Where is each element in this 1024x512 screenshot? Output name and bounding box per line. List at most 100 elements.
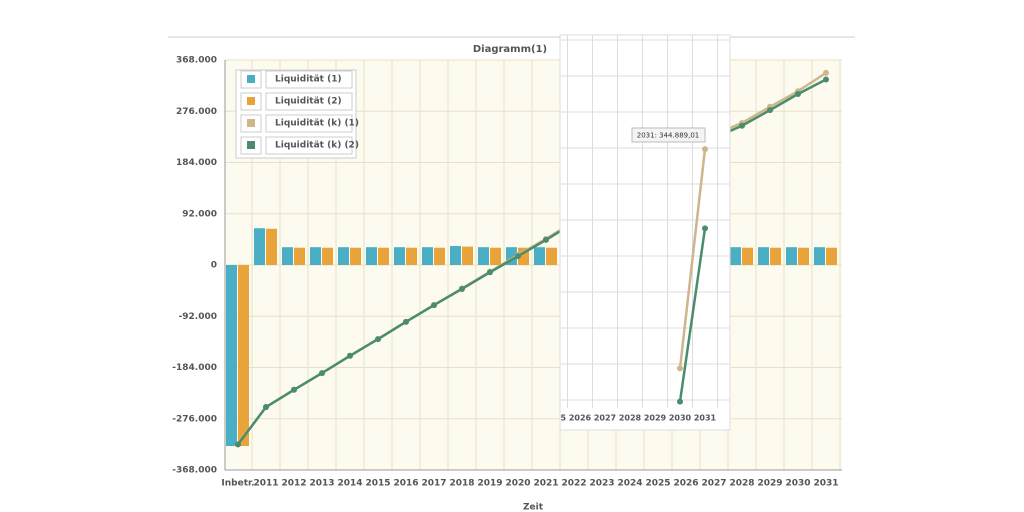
bar bbox=[422, 247, 433, 265]
legend-swatch bbox=[247, 119, 255, 127]
point bbox=[403, 318, 409, 325]
legend-label-box bbox=[265, 70, 353, 89]
bar bbox=[282, 247, 293, 265]
point bbox=[459, 285, 465, 292]
legend-label: Liquidität (2) bbox=[275, 97, 342, 107]
bar bbox=[310, 247, 321, 265]
point bbox=[702, 225, 708, 232]
bar bbox=[366, 247, 377, 265]
x-tick-label: 2029 bbox=[757, 479, 782, 489]
x-tick-label: 2028 bbox=[619, 414, 642, 423]
point bbox=[823, 69, 829, 76]
bar bbox=[490, 247, 501, 265]
bar bbox=[518, 247, 529, 265]
y-tick-label: -92.000 bbox=[179, 312, 217, 322]
x-tick-label: 2015 bbox=[365, 479, 390, 489]
bar bbox=[338, 247, 349, 265]
point bbox=[767, 107, 773, 114]
line bbox=[678, 228, 707, 402]
bar bbox=[406, 247, 417, 265]
point bbox=[543, 236, 549, 243]
x-tick-label: 2027 bbox=[701, 479, 726, 489]
y-tick-label: 368.000 bbox=[176, 56, 217, 66]
point bbox=[677, 398, 683, 405]
bar bbox=[506, 247, 517, 265]
legend-label: Liquidität (k) (1) bbox=[275, 119, 359, 129]
y-tick-label: 184.000 bbox=[176, 158, 217, 168]
x-tick-label: 2018 bbox=[449, 479, 474, 489]
bar bbox=[826, 247, 837, 265]
x-tick-label: 2014 bbox=[337, 479, 362, 489]
x-tick-label: 2023 bbox=[589, 479, 614, 489]
bar bbox=[266, 228, 277, 265]
legend-label-box bbox=[265, 92, 353, 111]
tooltip: 2031: 344.889,01 bbox=[637, 132, 699, 140]
point bbox=[347, 352, 353, 359]
x-tick-label: 2017 bbox=[421, 479, 446, 489]
point bbox=[263, 404, 269, 411]
point bbox=[235, 441, 241, 448]
bar bbox=[814, 247, 825, 265]
x-tick-label: 2030 bbox=[669, 414, 692, 423]
bar bbox=[450, 246, 461, 265]
bar bbox=[758, 247, 769, 265]
x-tick-label: 2011 bbox=[253, 479, 278, 489]
x-tick-label: 2031 bbox=[694, 414, 717, 423]
bar bbox=[462, 246, 473, 265]
x-tick-label: 2026 bbox=[569, 414, 592, 423]
x-tick-label: 2020 bbox=[505, 479, 530, 489]
point bbox=[823, 76, 829, 83]
bar bbox=[798, 247, 809, 265]
legend-label: Liquidität (1) bbox=[275, 75, 342, 85]
bar bbox=[254, 228, 265, 265]
tooltip-box bbox=[631, 127, 706, 143]
x-tick-label: 2013 bbox=[309, 479, 334, 489]
legend-swatch bbox=[247, 97, 255, 105]
bar bbox=[730, 247, 741, 265]
bar bbox=[478, 247, 489, 265]
bar bbox=[394, 247, 405, 265]
line bbox=[678, 148, 707, 369]
legend-label-box bbox=[265, 136, 353, 155]
point bbox=[677, 365, 683, 372]
legend-swatch bbox=[247, 141, 255, 149]
legend-swatch bbox=[247, 75, 255, 83]
x-tick-label: 2031 bbox=[813, 479, 838, 489]
point bbox=[702, 146, 708, 153]
point bbox=[795, 90, 801, 97]
x-tick-label: 2030 bbox=[785, 479, 810, 489]
x-tick-label: 2021 bbox=[533, 479, 558, 489]
point bbox=[739, 122, 745, 129]
bar bbox=[226, 265, 237, 447]
bar bbox=[546, 247, 557, 265]
x-tick-label: 2024 bbox=[617, 479, 642, 489]
x-tick-label: 2025 bbox=[645, 479, 670, 489]
x-tick-label: 2028 bbox=[729, 479, 754, 489]
x-tick-label: 2026 bbox=[673, 479, 698, 489]
x-tick-label: 2019 bbox=[477, 479, 502, 489]
bar bbox=[786, 247, 797, 265]
x-tick-label: 2025 bbox=[544, 414, 567, 423]
y-tick-label: 276.000 bbox=[176, 107, 217, 117]
x-tick-label: 2022 bbox=[561, 479, 586, 489]
bar bbox=[238, 265, 249, 447]
x-tick-label: 2029 bbox=[644, 414, 667, 423]
bar bbox=[742, 247, 753, 265]
bar bbox=[534, 247, 545, 265]
point bbox=[375, 336, 381, 343]
point bbox=[515, 253, 521, 260]
y-tick-label: 92.000 bbox=[182, 209, 217, 219]
x-tick-label: 2016 bbox=[393, 479, 418, 489]
point bbox=[291, 386, 297, 393]
bar bbox=[378, 247, 389, 265]
x-tick-label: 2012 bbox=[281, 479, 306, 489]
point bbox=[487, 269, 493, 276]
bar bbox=[322, 247, 333, 265]
point bbox=[319, 370, 325, 377]
legend: Liquidität (1) Liquidität (2) Liquidität (… bbox=[235, 69, 359, 159]
point bbox=[431, 302, 437, 309]
y-tick-label: -368.000 bbox=[172, 466, 217, 476]
bar bbox=[350, 247, 361, 265]
legend-label-box bbox=[265, 114, 353, 133]
